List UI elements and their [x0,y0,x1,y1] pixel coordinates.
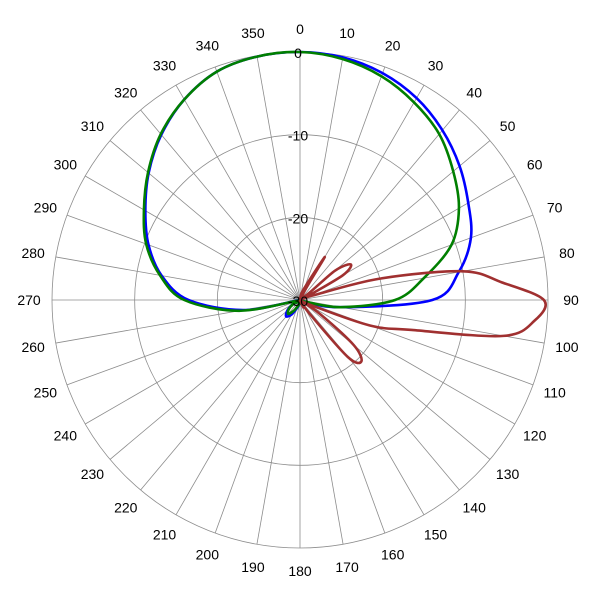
grid-spoke [299,55,344,301]
angle-tick-label: 240 [54,428,78,444]
grid-spoke [140,299,301,491]
angle-tick-label: 120 [523,428,547,444]
grid-spoke [299,299,491,460]
angle-tick-label: 130 [496,466,520,482]
angle-tick-label: 180 [288,563,312,579]
angle-tick-label: 200 [196,547,220,563]
angle-tick-label: 40 [466,84,482,100]
grid-spoke [85,175,301,301]
angle-tick-label: 340 [196,37,220,53]
radial-tick-label: 0 [294,45,302,61]
angle-tick-labels: 0 10 20 30 40 50 60 70 80 90 100 110 120 130 140 150 160… [17,21,579,579]
angle-tick-label: 90 [563,292,579,308]
grid-spoke [140,109,301,301]
grid-spoke [299,214,534,301]
angle-tick-label: 110 [543,385,566,401]
angle-tick-label: 170 [335,559,359,575]
grid-spoke [109,299,301,460]
angle-tick-label: 210 [153,527,177,543]
grid-spoke [85,299,301,425]
angle-tick-label: 260 [21,339,45,355]
grid-spoke [299,299,515,425]
angle-tick-label: 140 [463,500,487,516]
radial-tick-labels: 0 -10 -20 -30 [288,45,308,309]
grid-spoke [175,85,301,301]
angle-tick-label: 250 [34,385,58,401]
series-group [142,50,547,365]
angle-tick-label: 80 [559,245,575,261]
angle-tick-label: 0 [296,21,304,37]
grid-spoke [66,299,301,386]
grid-spoke [256,299,301,545]
angle-tick-label: 300 [54,157,78,173]
angle-tick-label: 230 [81,466,105,482]
angle-tick-label: 220 [114,500,138,516]
angle-tick-label: 70 [547,199,563,215]
grid-spoke [66,214,301,301]
grid-spoke [214,66,301,301]
angle-tick-label: 310 [81,118,105,134]
grid-spoke [299,66,386,301]
radial-tick-label: -10 [288,128,308,144]
grid-spoke [256,55,301,301]
angle-tick-label: 160 [381,547,405,563]
angle-tick-label: 350 [241,25,265,41]
grid-spoke [299,299,386,534]
grid-spoke [175,299,301,515]
grid-spoke [55,256,301,301]
angle-tick-label: 50 [500,118,516,134]
angle-tick-label: 100 [555,339,579,355]
angle-tick-label: 280 [21,245,45,261]
angle-tick-label: 290 [34,199,58,215]
angle-tick-label: 20 [385,37,401,53]
grid-spoke [109,140,301,301]
grid-spoke [299,299,344,545]
angle-tick-label: 270 [17,292,41,308]
angle-tick-label: 330 [153,57,177,73]
angle-tick-label: 190 [241,559,265,575]
angle-tick-label: 150 [424,527,448,543]
radial-tick-label: -30 [288,293,308,309]
angle-tick-label: 30 [428,57,444,73]
grid-spoke [299,109,460,301]
angle-tick-label: 320 [114,84,138,100]
grid-spoke [214,299,301,534]
angle-tick-label: 60 [527,157,543,173]
grid-spoke [299,299,460,491]
grid-spoke [299,299,425,515]
radial-tick-label: -20 [288,210,308,226]
angle-tick-label: 10 [339,25,355,41]
series-line-3 [298,255,547,365]
